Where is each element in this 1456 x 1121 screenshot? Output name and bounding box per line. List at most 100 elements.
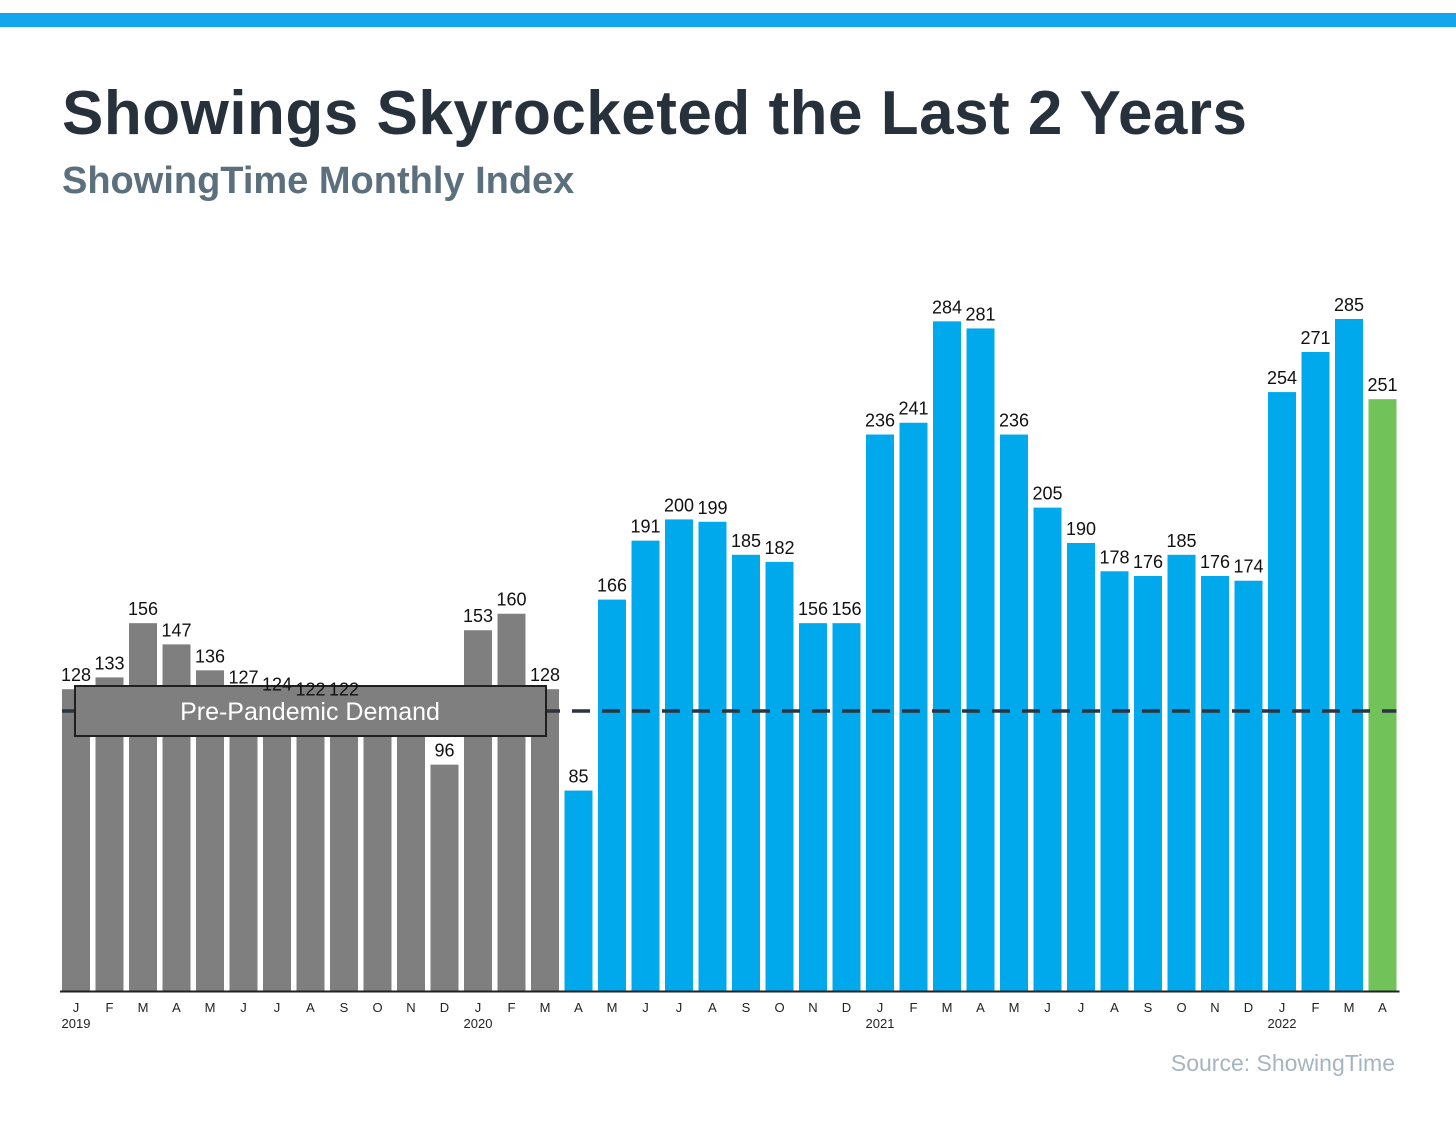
x-tick-label: D [842,1000,851,1015]
reference-line-group: Pre-Pandemic Demand [62,685,1397,737]
x-tick-label: N [406,1000,415,1015]
bar-value-label: 205 [1032,484,1062,504]
pre-pandemic-label: Pre-Pandemic Demand [180,698,440,726]
chart-title: Showings Skyrocketed the Last 2 Years [62,79,1248,148]
bar [665,519,693,991]
x-tick-label: A [708,1000,717,1015]
bar [1268,392,1296,991]
bar [631,540,660,991]
bar [296,703,325,991]
bar [1201,576,1229,991]
x-tick-label: N [808,1000,817,1015]
x-tick-label: J [642,1000,649,1015]
bar [1033,507,1062,991]
bar [464,630,492,991]
bar-value-label: 133 [94,653,124,673]
bar [732,554,760,991]
bar-value-label: 122 [295,679,325,699]
bar-value-label: 191 [630,517,660,537]
bar [866,434,894,991]
bar-value-label: 166 [597,576,627,596]
bar-value-label: 254 [1267,368,1297,388]
bar-value-label: 178 [1099,547,1129,567]
x-tick-label: M [205,1000,216,1015]
bar [966,328,995,991]
bar [1134,576,1162,991]
bar-value-label: 156 [128,599,158,619]
chart-subtitle: ShowingTime Monthly Index [62,160,575,202]
bar [263,698,291,991]
x-tick-label: J [1078,1000,1085,1015]
x-year-label: 2022 [1268,1016,1297,1031]
bar [363,717,392,991]
bar-value-label: 284 [932,297,962,317]
bar [765,561,794,991]
bar-value-label: 153 [463,606,493,626]
x-tick-label: N [1210,1000,1219,1015]
bar-value-label: 182 [764,538,794,558]
bar-value-label: 85 [568,767,588,787]
x-year-label: 2021 [866,1016,895,1031]
bar [598,599,626,991]
bar [397,724,425,991]
x-tick-label: A [976,1000,985,1015]
bar [330,703,358,991]
bar [1234,580,1263,991]
bar-value-label: 160 [496,590,526,610]
bar [1067,543,1095,991]
bar-value-label: 147 [161,620,191,640]
bar-value-label: 156 [831,599,861,619]
bars-group [62,319,1397,992]
pre-pandemic-label-box [74,685,547,737]
bar-value-label: 281 [965,304,995,324]
x-tick-label: M [540,1000,551,1015]
bar [564,790,593,991]
x-tick-label: F [508,1000,516,1015]
x-tick-label: O [1176,1000,1186,1015]
x-tick-label: O [774,1000,784,1015]
x-tick-label: M [1009,1000,1020,1015]
x-tick-label: S [742,1000,751,1015]
bar [799,623,827,991]
bar-value-label: 236 [999,411,1029,431]
x-tick-label: M [1344,1000,1355,1015]
x-tick-label: J [1279,1000,1286,1015]
x-tick-label: J [240,1000,247,1015]
x-tick-label: F [910,1000,918,1015]
bar-value-label: 251 [1367,375,1397,395]
x-tick-label: J [877,1000,884,1015]
bar-value-label: 127 [228,668,258,688]
x-tick-label: J [274,1000,281,1015]
x-tick-label: O [372,1000,382,1015]
x-tick-label: J [676,1000,683,1015]
x-tick-label: S [340,1000,349,1015]
x-tick-label: A [574,1000,583,1015]
bar [531,689,559,991]
x-tick-label: J [1044,1000,1051,1015]
x-tick-label: M [138,1000,149,1015]
bar-value-label: 199 [697,498,727,518]
x-tick-label: A [1110,1000,1119,1015]
bar-value-label: 96 [434,741,454,761]
bar-value-label: 176 [1200,552,1230,572]
bar-value-label: 185 [1166,531,1196,551]
x-tick-label: J [73,1000,80,1015]
x-tick-label: M [942,1000,953,1015]
bar-value-label: 185 [731,531,761,551]
bar-value-label: 128 [61,665,91,685]
bar-value-label: 241 [898,399,928,419]
bar [1335,319,1363,991]
x-tick-label: A [306,1000,315,1015]
bar-value-label: 136 [195,646,225,666]
bar-value-label: 236 [865,411,895,431]
x-year-label: 2020 [464,1016,493,1031]
bar [430,764,459,991]
bar [1000,434,1028,991]
bar-value-label: 200 [664,495,694,515]
bar [832,623,861,991]
x-tick-label: F [106,1000,114,1015]
bar-value-label: 156 [798,599,828,619]
bar [1167,554,1196,991]
x-tick-label: A [172,1000,181,1015]
